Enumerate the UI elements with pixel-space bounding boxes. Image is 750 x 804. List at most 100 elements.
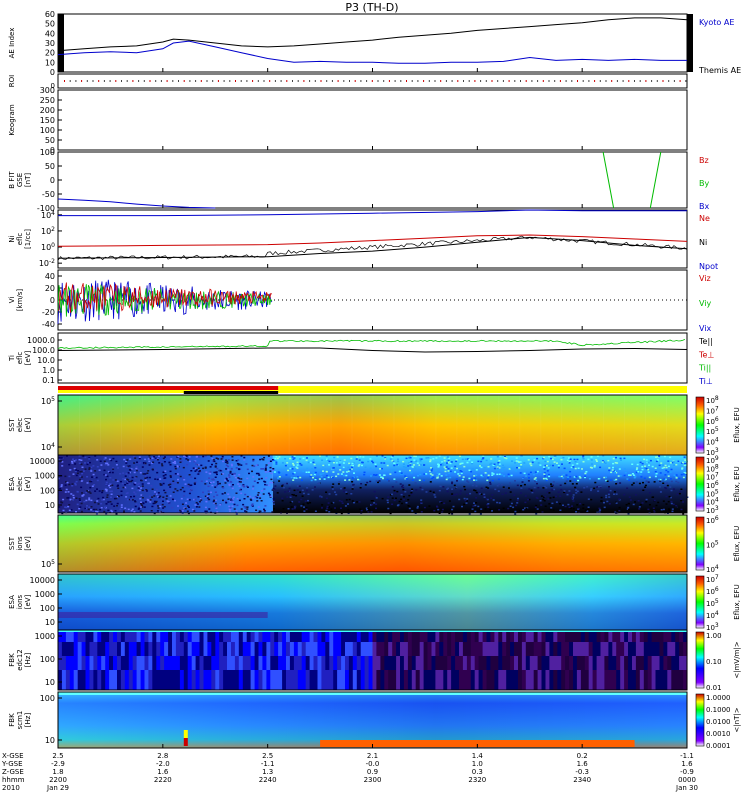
spectrogram-pixel-esa_e — [539, 471, 542, 474]
spectrogram-pixel-esa_e — [65, 481, 67, 483]
spectrogram-pixel-esa_e — [140, 487, 142, 489]
spectrogram-pixel-esa_e — [267, 455, 270, 457]
spectrogram-pixel-fbk_e — [423, 656, 429, 670]
spectrogram-pixel-esa_e — [126, 465, 129, 468]
spectrogram-pixel-esa_e — [90, 499, 93, 502]
spectrogram-pixel-esa_e — [193, 482, 196, 484]
spectrogram-pixel-esa_e — [229, 480, 232, 483]
spectrogram-pixel-esa_e — [493, 467, 496, 470]
spectrogram-pixel-esa_e — [306, 487, 309, 489]
spectrogram-pixel-esa_e — [213, 460, 216, 463]
spectrogram-pixel-esa_e — [669, 486, 672, 488]
spectrogram-pixel-esa_e — [81, 495, 84, 497]
spectrogram-pixel-fbk_e — [423, 642, 429, 656]
roi-dot — [109, 80, 111, 82]
spectrogram-pixel-esa_e — [435, 469, 437, 472]
spectrogram-pixel-esa_e — [350, 457, 353, 460]
spectrogram-pixel-esa_e — [600, 496, 603, 499]
spectrogram-pixel-esa_e — [531, 468, 534, 471]
spectrogram-pixel-esa_e — [162, 475, 165, 477]
spectrogram-pixel-esa_e — [408, 494, 411, 497]
spectrogram-pixel-esa_e — [432, 476, 435, 479]
spectrogram-pixel-esa_e — [481, 458, 484, 461]
spectrogram-pixel-fbk_e — [262, 630, 267, 642]
spectrogram-pixel-esa_e — [96, 459, 99, 461]
spectrogram-pixel-esa_e — [558, 503, 561, 505]
spectrogram-pixel-fbk_e — [439, 630, 444, 642]
spectrogram-pixel-esa_e — [74, 482, 77, 485]
spectrogram-pixel-esa_e — [661, 467, 664, 469]
spectrogram-pixel-esa_e — [167, 484, 170, 486]
spectrogram-pixel-esa_e — [224, 500, 227, 503]
spectrogram-pixel-fbk_e — [655, 670, 660, 690]
spectrogram-pixel-fbk_e — [600, 656, 605, 670]
spectrogram-pixel-fbk_e — [317, 630, 322, 642]
spectrogram-pixel-esa_e — [286, 482, 288, 485]
colorbar-tick-fbk_b: 0.0100 — [706, 718, 731, 726]
axis-label-esa_i: ESA — [8, 595, 16, 609]
spectrogram-pixel-esa_e — [634, 501, 636, 503]
spectrogram-pixel-esa_e — [193, 510, 196, 512]
spectrogram-pixel-esa_e — [675, 464, 678, 466]
spectrogram-pixel-esa_e — [627, 508, 630, 511]
spectrogram-pixel-esa_e — [441, 461, 444, 463]
spectrogram-pixel-fbk_e — [679, 656, 684, 670]
spectrogram-pixel-esa_e — [671, 461, 674, 464]
spectrogram-pixel-esa_e — [419, 473, 422, 476]
spectrogram-pixel-esa_e — [477, 505, 480, 508]
spectrogram-pixel-esa_e — [82, 455, 85, 457]
spectrogram-pixel-esa_e — [71, 499, 74, 501]
spectrogram-pixel-fbk_e — [675, 656, 680, 670]
spectrogram-pixel-esa_e — [300, 505, 303, 507]
spectrogram-pixel-esa_e — [214, 476, 217, 478]
spectrogram-pixel-esa_e — [184, 456, 187, 458]
spectrogram-pixel-esa_e — [504, 456, 506, 458]
spectrogram-pixel-esa_e — [386, 478, 389, 481]
spectrogram-pixel-esa_e — [664, 474, 667, 476]
spectrogram-pixel-esa_e — [458, 498, 461, 501]
spectrogram-pixel-esa_e — [128, 498, 131, 501]
spectrogram-pixel-esa_e — [296, 489, 299, 491]
spectrogram-pixel-fbk_e — [89, 656, 94, 670]
spectrogram-pixel-esa_e — [433, 509, 436, 512]
spectrogram-pixel-esa_e — [287, 508, 290, 510]
spectrogram-pixel-esa_e — [327, 476, 330, 479]
spectrogram-pixel-fbk_e — [498, 670, 503, 690]
roi-dot — [656, 80, 658, 82]
spectrogram-pixel-esa_e — [494, 488, 497, 491]
spectrogram-pixel-fbk_e — [419, 630, 425, 642]
spectrogram-pixel-fbk_e — [384, 642, 389, 656]
spectrogram-pixel-esa_e — [520, 464, 523, 466]
spectrogram-pixel-esa_e — [559, 509, 562, 511]
spectrogram-pixel-esa_e — [347, 503, 349, 505]
spectrogram-pixel-fbk_e — [140, 642, 146, 656]
roi-dot — [599, 80, 601, 82]
spectrogram-stripe — [141, 395, 143, 455]
spectrogram-pixel-esa_e — [222, 473, 225, 475]
spectrogram-pixel-esa_e — [508, 475, 510, 478]
spectrogram-pixel-esa_e — [372, 461, 375, 464]
spectrogram-pixel-esa_e — [363, 471, 366, 474]
spectrogram-pixel-fbk_e — [242, 642, 248, 656]
spectrogram-pixel-esa_e — [659, 478, 662, 481]
roi-dot — [622, 80, 624, 82]
spectrogram-pixel-esa_e — [371, 503, 374, 506]
spectrogram-pixel-fbk_e — [635, 670, 641, 690]
spectrogram-pixel-esa_e — [144, 462, 147, 465]
spectrogram-pixel-fbk_e — [525, 670, 531, 690]
spectrogram-pixel-esa_e — [340, 473, 343, 475]
spectrogram-pixel-esa_e — [514, 462, 516, 464]
spectrogram-pixel-esa_e — [193, 498, 196, 501]
spectrogram-pixel-fbk_e — [77, 630, 83, 642]
spectrogram-pixel-esa_e — [680, 488, 683, 490]
spectrogram-pixel-esa_e — [116, 502, 119, 505]
spectrogram-pixel-esa_e — [536, 470, 539, 473]
spectrogram-pixel-esa_e — [350, 493, 353, 495]
spectrogram-pixel-fbk_e — [435, 656, 440, 670]
spectrogram-pixel-esa_e — [244, 510, 246, 512]
spectrogram-pixel-esa_e — [144, 479, 147, 481]
spectrogram-pixel-esa_e — [164, 477, 167, 479]
spectrogram-pixel-esa_e — [480, 460, 483, 463]
spectrogram-pixel-fbk_e — [482, 670, 488, 690]
spectrogram-pixel-fbk_e — [160, 656, 165, 670]
